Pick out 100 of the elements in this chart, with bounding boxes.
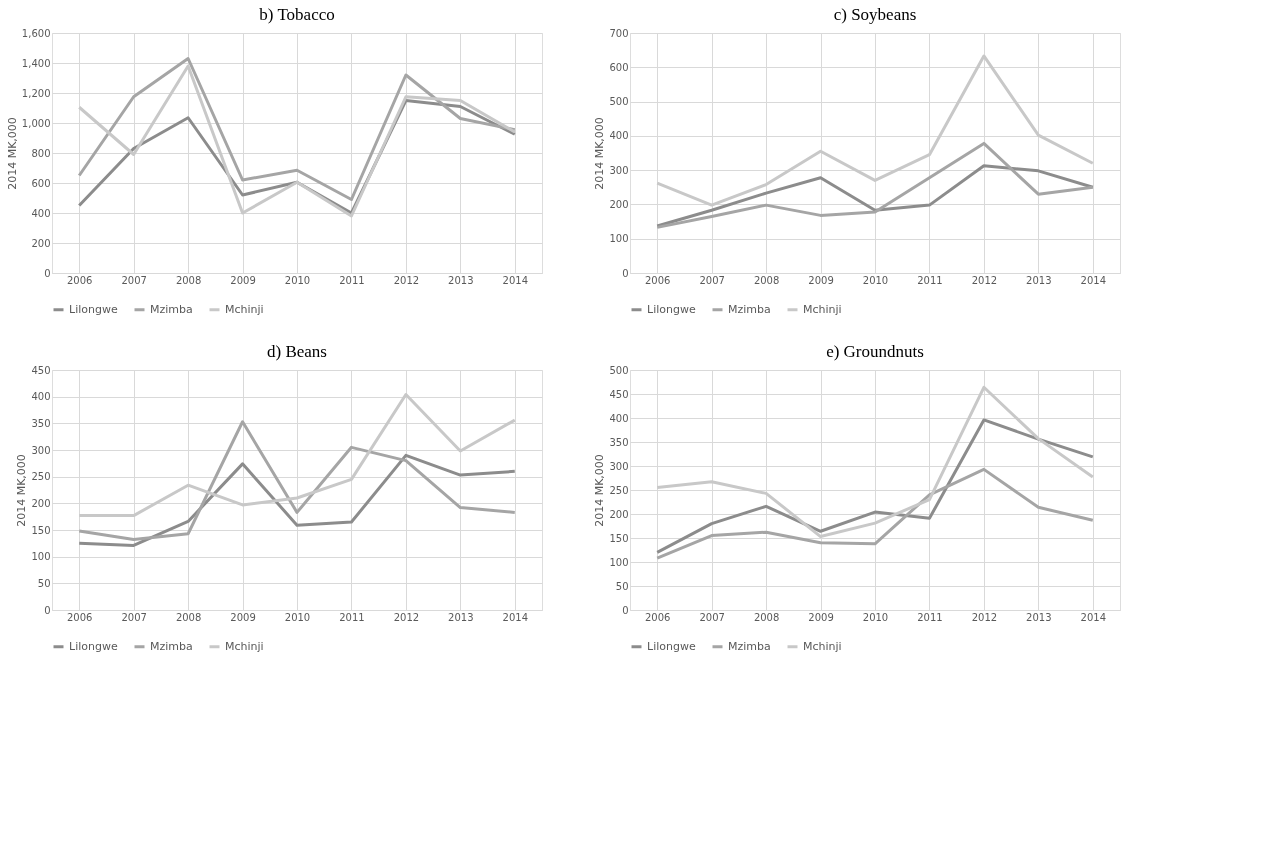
y-tick-label: 250: [609, 484, 629, 496]
y-tick-label: 1,400: [21, 57, 51, 69]
y-tick-label: 500: [609, 96, 629, 108]
x-tick-label: 2013: [1026, 274, 1052, 286]
y-tick-label: 300: [609, 164, 629, 176]
line-series: [77, 453, 517, 547]
x-tick-label: 2014: [502, 274, 528, 286]
x-tick-label: 2013: [448, 274, 474, 286]
line-series: [77, 420, 517, 542]
y-tick-label: 600: [609, 61, 629, 73]
y-tick-label: 150: [609, 532, 629, 544]
line-series: [655, 164, 1095, 228]
x-tick-label: 2008: [753, 274, 780, 286]
y-tick-label: 1,600: [21, 27, 51, 39]
x-tick-label: 2011: [339, 611, 365, 623]
y-axis-title: 2014 MK,000: [5, 117, 19, 190]
x-tick-label: 2006: [645, 274, 671, 286]
y-tick-label: 0: [622, 267, 629, 279]
y-tick-label: 800: [31, 147, 51, 159]
x-tick-label: 2012: [971, 274, 998, 286]
chart-title: c) Soybeans: [833, 5, 917, 24]
y-tick-label: 100: [609, 556, 629, 568]
x-tick-label: 2007: [699, 274, 725, 286]
y-tick-label: 0: [44, 267, 51, 279]
y-tick-label: 300: [31, 444, 51, 456]
x-tick-label: 2013: [448, 611, 474, 623]
y-tick-label: 0: [622, 604, 629, 616]
x-tick-label: 2008: [175, 274, 202, 286]
y-tick-label: 0: [44, 604, 51, 616]
x-tick-label: 2013: [1026, 611, 1052, 623]
x-tick-label: 2010: [862, 611, 889, 623]
x-tick-label: 2006: [645, 611, 671, 623]
legend-label: Mzimba: [728, 639, 771, 653]
line-series: [77, 393, 517, 518]
y-tick-label: 450: [31, 364, 51, 376]
y-tick-label: 1,200: [21, 87, 51, 99]
y-tick-label: 700: [609, 27, 629, 39]
y-tick-label: 100: [31, 551, 51, 563]
x-tick-label: 2009: [808, 611, 834, 623]
y-axis-title: 2014 MK,000: [15, 454, 29, 527]
y-tick-label: 400: [609, 130, 629, 142]
y-tick-label: 200: [609, 508, 629, 520]
x-tick-label: 2011: [917, 611, 943, 623]
legend-label: Mzimba: [150, 302, 193, 316]
y-tick-label: 200: [31, 497, 51, 509]
x-tick-label: 2007: [121, 611, 147, 623]
x-tick-label: 2012: [971, 611, 998, 623]
y-tick-label: 500: [609, 364, 629, 376]
x-tick-label: 2010: [284, 611, 311, 623]
legend-label: Mchinji: [225, 302, 264, 316]
chart-title: e) Groundnuts: [826, 342, 924, 361]
legend-label: Mchinji: [803, 302, 842, 316]
x-tick-label: 2014: [1080, 274, 1106, 286]
x-tick-label: 2006: [67, 274, 93, 286]
legend-label: Mchinji: [225, 639, 264, 653]
legend-label: Lilongwe: [647, 302, 696, 316]
x-tick-label: 2012: [393, 611, 420, 623]
y-tick-label: 300: [609, 460, 629, 472]
y-tick-label: 250: [31, 471, 51, 483]
legend-label: Lilongwe: [69, 639, 118, 653]
y-axis-title: 2014 MK,000: [593, 454, 607, 527]
y-axis-title: 2014 MK,000: [593, 117, 607, 190]
y-tick-label: 200: [31, 237, 51, 249]
legend-label: Lilongwe: [69, 302, 118, 316]
x-tick-label: 2009: [230, 611, 256, 623]
y-tick-label: 600: [31, 177, 51, 189]
line-series: [655, 418, 1095, 554]
line-series: [655, 141, 1095, 229]
y-tick-label: 350: [31, 417, 51, 429]
line-series: [655, 385, 1095, 539]
y-tick-label: 400: [31, 391, 51, 403]
y-tick-label: 200: [609, 198, 629, 210]
y-tick-label: 150: [31, 524, 51, 536]
chart-title: b) Tobacco: [259, 5, 335, 24]
y-tick-label: 400: [609, 412, 629, 424]
y-tick-label: 450: [609, 388, 629, 400]
x-tick-label: 2010: [284, 274, 311, 286]
y-tick-label: 1,000: [21, 117, 51, 129]
x-tick-label: 2014: [502, 611, 528, 623]
x-tick-label: 2006: [67, 611, 93, 623]
x-tick-label: 2010: [862, 274, 889, 286]
y-tick-label: 50: [37, 577, 51, 589]
x-tick-label: 2011: [339, 274, 365, 286]
legend-label: Mzimba: [150, 639, 193, 653]
x-tick-label: 2008: [753, 611, 780, 623]
x-tick-label: 2007: [699, 611, 725, 623]
y-tick-label: 400: [31, 207, 51, 219]
legend-label: Lilongwe: [647, 639, 696, 653]
y-tick-label: 350: [609, 436, 629, 448]
y-tick-label: 50: [615, 580, 629, 592]
x-tick-label: 2008: [175, 611, 202, 623]
line-series: [655, 54, 1095, 207]
legend-label: Mzimba: [728, 302, 771, 316]
legend-label: Mchinji: [803, 639, 842, 653]
x-tick-label: 2009: [230, 274, 256, 286]
x-tick-label: 2011: [917, 274, 943, 286]
line-series: [655, 467, 1095, 560]
chart-title: d) Beans: [267, 342, 327, 361]
x-tick-label: 2009: [808, 274, 834, 286]
x-tick-label: 2012: [393, 274, 420, 286]
